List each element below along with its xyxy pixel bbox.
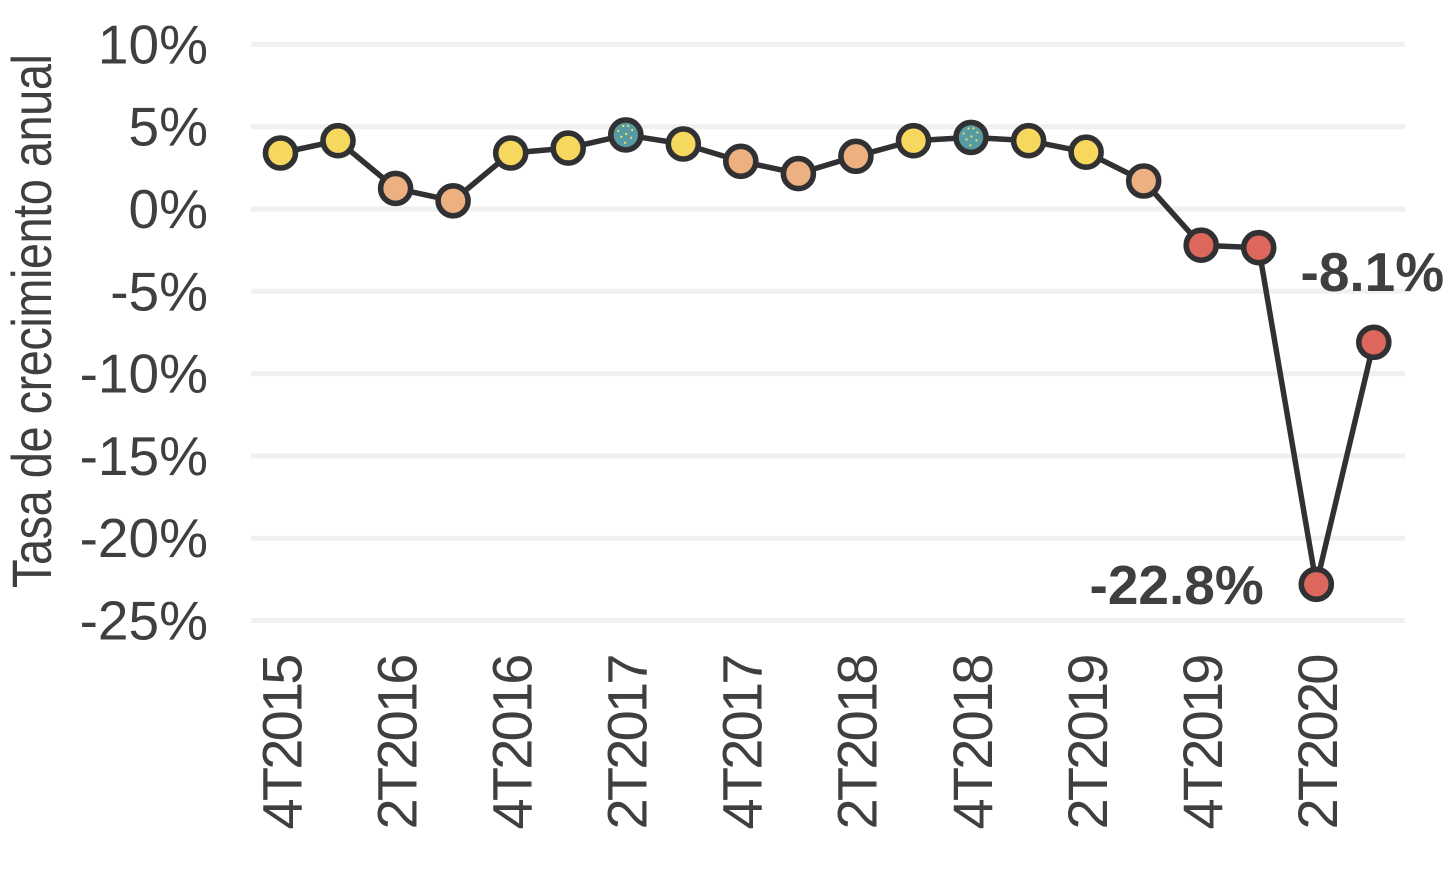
svg-text:2T2016: 2T2016: [365, 656, 428, 830]
svg-text:0%: 0%: [129, 178, 209, 240]
svg-text:4T2016: 4T2016: [481, 656, 544, 830]
svg-text:5%: 5%: [129, 96, 209, 158]
svg-text:2T2020: 2T2020: [1286, 656, 1349, 830]
svg-text:-10%: -10%: [80, 343, 208, 405]
svg-text:-15%: -15%: [80, 425, 208, 487]
svg-text:10%: 10%: [98, 13, 208, 75]
svg-text:Tasa de crecimiento anual: Tasa de crecimiento anual: [0, 55, 63, 588]
svg-text:4T2018: 4T2018: [941, 656, 1004, 830]
svg-text:-5%: -5%: [110, 260, 208, 322]
svg-text:4T2017: 4T2017: [711, 656, 774, 830]
svg-text:-8.1%: -8.1%: [1301, 241, 1445, 303]
svg-text:4T2019: 4T2019: [1171, 656, 1234, 830]
svg-text:-22.8%: -22.8%: [1090, 554, 1264, 616]
svg-text:2T2018: 2T2018: [826, 656, 889, 830]
svg-text:2T2019: 2T2019: [1056, 656, 1119, 830]
svg-text:-25%: -25%: [80, 590, 208, 652]
svg-text:4T2015: 4T2015: [250, 656, 313, 830]
svg-text:2T2017: 2T2017: [596, 656, 659, 830]
svg-text:-20%: -20%: [80, 507, 208, 569]
